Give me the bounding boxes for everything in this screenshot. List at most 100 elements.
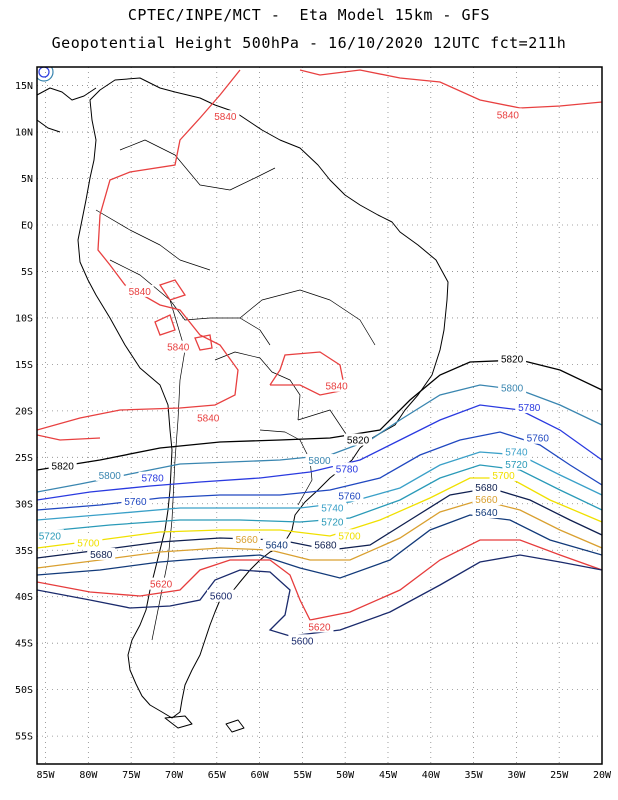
contour-label-bg (311, 538, 340, 551)
lon-tick-label: 25W (550, 770, 569, 781)
contour-label: 5800 (308, 456, 331, 467)
contour-label: 5720 (39, 531, 62, 542)
contour-5840-loop (37, 69, 241, 431)
contour-label-bg (322, 379, 351, 392)
contour-label-bg (318, 515, 347, 528)
contour-5840-south (37, 434, 101, 441)
contour-label: 5720 (321, 517, 344, 528)
contour-label: 5820 (347, 436, 370, 447)
lat-tick-label: 20S (15, 406, 33, 417)
contour-label-bg (305, 620, 334, 633)
low-pressure-ring-icon (37, 67, 54, 82)
contour-label: 5740 (505, 448, 528, 459)
contour-label: 5760 (527, 434, 550, 445)
lon-tick-label: 45W (379, 770, 398, 781)
lon-tick-label: 75W (122, 770, 141, 781)
contour-label: 5800 (501, 384, 524, 395)
lat-tick-label: 35S (15, 546, 33, 557)
contour-label-bg (95, 468, 124, 481)
lat-tick-label: 25S (15, 453, 33, 464)
contour-5760 (37, 431, 602, 511)
coastline (37, 77, 449, 733)
contour-label-bg (515, 401, 544, 414)
contour-5600 (37, 554, 602, 637)
falkland-islands (225, 719, 245, 733)
latitude-axis: 15N 10N 5N EQ 5S 10S 15S 20S 25S 30S 35S 40S 45S 50S 5… (15, 81, 33, 743)
contour-label: 5660 (475, 495, 498, 506)
lat-tick-label: 5S (21, 267, 33, 278)
map-frame (36, 66, 603, 765)
lat-tick-label: 40S (15, 592, 33, 603)
contour-label-bg (288, 634, 317, 647)
contour-5840-small (154, 279, 213, 351)
map-title-line1: CPTEC/INPE/MCT - Eta Model 15km - GFS (127, 6, 491, 24)
contour-label-bg (164, 340, 193, 353)
lon-tick-label: 35W (465, 770, 484, 781)
contour-label: 5740 (321, 503, 344, 514)
contour-5840-brazil (269, 351, 346, 396)
lat-tick-label: EQ (21, 220, 33, 231)
contour-label: 5680 (314, 541, 337, 552)
contour-5840-north (299, 69, 602, 109)
contour-label-bg (125, 284, 154, 297)
contour-label: 5680 (475, 483, 498, 494)
contour-label: 5760 (124, 497, 147, 508)
map-title-line2: Geopotential Height 500hPa - 16/10/2020 … (51, 34, 567, 52)
contour-label: 5780 (141, 474, 164, 485)
contour-label: 5840 (497, 110, 520, 121)
contour-5620 (37, 539, 602, 621)
low-pressure-center-icon (38, 67, 50, 78)
contour-label-bg (498, 352, 527, 365)
contour-label: 5700 (492, 471, 515, 482)
central-america-coastline (37, 87, 97, 133)
contour-label-bg (74, 536, 103, 549)
contour-label: 5840 (129, 287, 152, 298)
contour-label: 5620 (308, 622, 331, 633)
contour-5640 (37, 514, 602, 579)
contour-label-bg (35, 529, 64, 542)
contour-label: 5660 (236, 535, 259, 546)
contour-label-bg (502, 457, 531, 470)
lat-tick-label: 30S (15, 499, 33, 510)
lon-tick-label: 50W (336, 770, 355, 781)
lat-tick-label: 50S (15, 685, 33, 696)
contour-label: 5840 (214, 112, 237, 123)
contour-label-bg (489, 468, 518, 481)
contour-label-bg (498, 381, 527, 394)
contour-5720 (37, 464, 602, 533)
contour-label: 5620 (150, 580, 173, 591)
lon-tick-label: 85W (37, 770, 56, 781)
contour-label-bg (523, 431, 552, 444)
contour-label: 5780 (518, 403, 541, 414)
contour-label-bg (262, 538, 291, 551)
contour-label-bg (493, 108, 522, 121)
contour-label: 5700 (77, 539, 100, 550)
lon-tick-label: 60W (251, 770, 270, 781)
contour-label: 5820 (501, 355, 524, 366)
contour-5700 (37, 477, 602, 549)
lat-tick-label: 15N (15, 81, 33, 92)
contour-label: 5780 (336, 464, 359, 475)
lon-tick-label: 65W (208, 770, 227, 781)
contour-label: 5600 (291, 636, 314, 647)
contour-label-bg (332, 462, 361, 475)
contour-label-bg (472, 493, 501, 506)
lon-tick-label: 40W (422, 770, 441, 781)
contour-label: 5800 (99, 471, 122, 482)
contour-label-bg (87, 547, 116, 560)
contour-label-bg (472, 506, 501, 519)
lat-tick-label: 10N (15, 128, 33, 139)
contour-label: 5640 (475, 508, 498, 519)
contour-label-bg (194, 411, 223, 424)
contour-label: 5600 (210, 592, 233, 603)
lon-tick-label: 30W (507, 770, 526, 781)
lat-tick-label: 45S (15, 639, 33, 650)
contour-label-bg (147, 577, 176, 590)
contour-label-bg (318, 501, 347, 514)
contour-label: 5840 (325, 382, 348, 393)
contour-label-bg (48, 459, 77, 472)
contour-label-bg (344, 433, 373, 446)
contour-labels: 5840 5840 5840 5840 5840 5840 5820 5820 5820 5800… (35, 108, 552, 647)
contour-label-bg (138, 471, 167, 484)
contour-label-bg (502, 445, 531, 458)
